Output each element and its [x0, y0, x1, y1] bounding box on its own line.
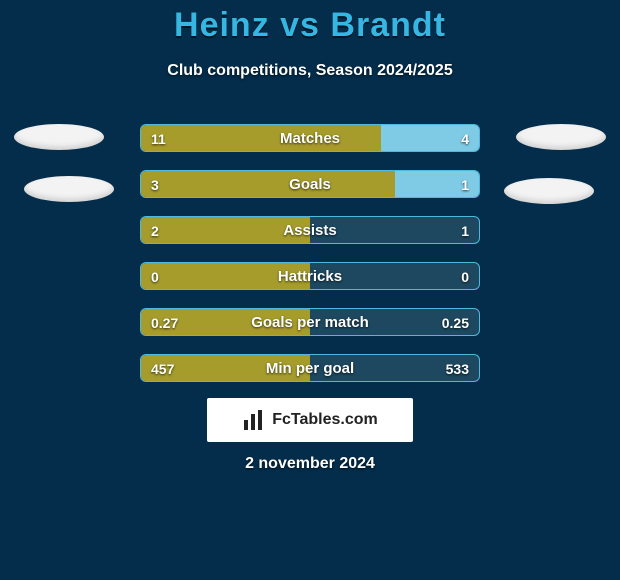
subtitle: Club competitions, Season 2024/2025 — [0, 62, 620, 80]
page-title: Heinz vs Brandt — [0, 6, 620, 45]
stat-row: 457533Min per goal — [140, 354, 480, 382]
stat-label: Goals per match — [141, 309, 479, 336]
stat-label: Matches — [141, 125, 479, 152]
stat-row: 31Goals — [140, 170, 480, 198]
stat-label: Hattricks — [141, 263, 479, 290]
stat-rows: 114Matches 31Goals 21Assists 00Hattricks 0.2… — [140, 124, 480, 400]
stat-row: 114Matches — [140, 124, 480, 152]
stat-row: 21Assists — [140, 216, 480, 244]
player-silhouette — [516, 124, 606, 150]
player-silhouette — [504, 178, 594, 204]
brand-plaque: FcTables.com — [207, 398, 413, 442]
player-silhouette — [24, 176, 114, 202]
bar-chart-icon — [242, 408, 266, 432]
comparison-infographic: Heinz vs Brandt Club competitions, Seaso… — [0, 0, 620, 580]
footer-date: 2 november 2024 — [0, 455, 620, 473]
stat-label: Assists — [141, 217, 479, 244]
stat-row: 0.270.25Goals per match — [140, 308, 480, 336]
brand-text: FcTables.com — [272, 411, 378, 429]
player-silhouette — [14, 124, 104, 150]
stat-label: Goals — [141, 171, 479, 198]
stat-label: Min per goal — [141, 355, 479, 382]
stat-row: 00Hattricks — [140, 262, 480, 290]
